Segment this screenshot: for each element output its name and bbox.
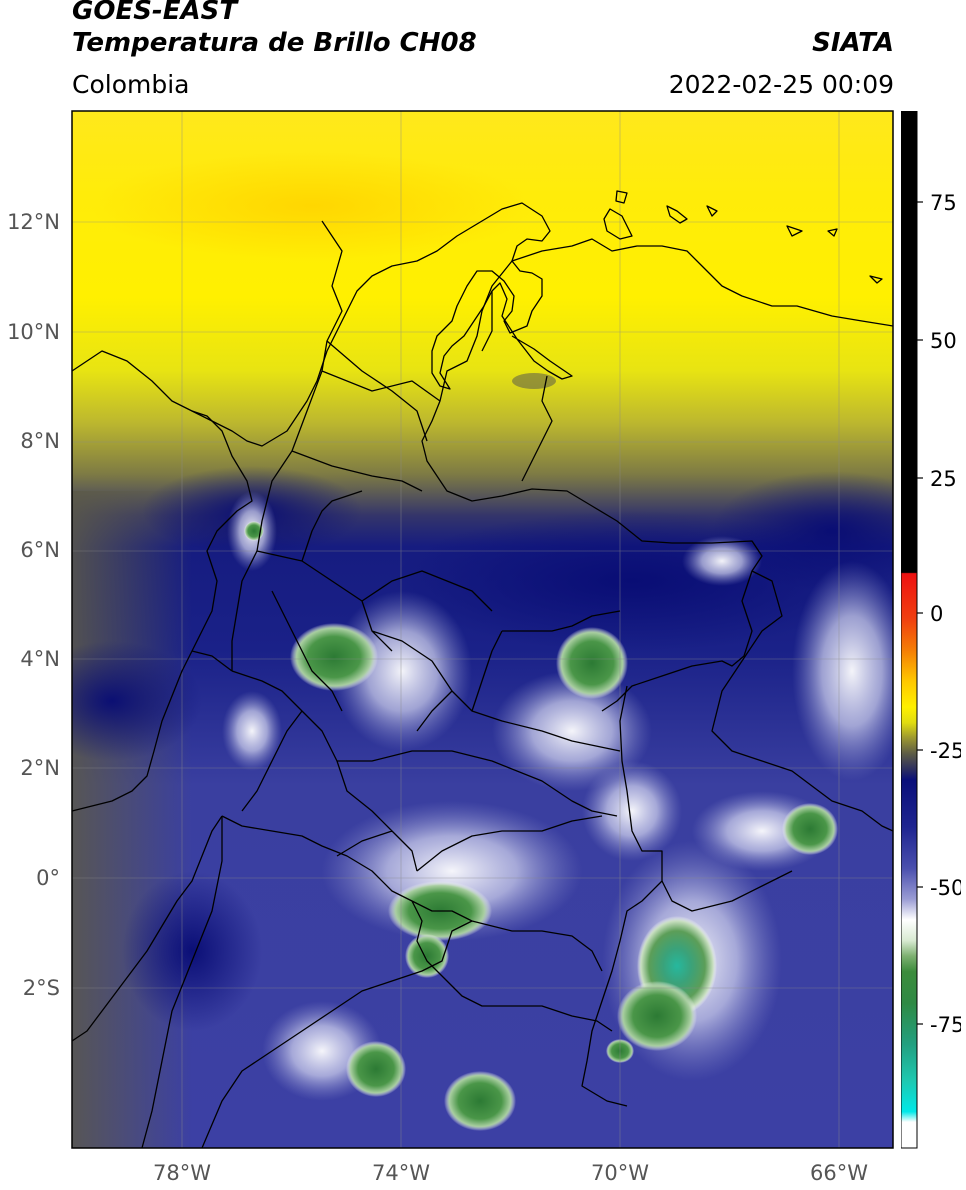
- latitude-labels: 12°N 10°N 8°N 6°N 4°N 2°N 0° 2°S: [7, 210, 60, 1000]
- colorbar-label: 75: [930, 191, 957, 215]
- satellite-map: 12°N 10°N 8°N 6°N 4°N 2°N 0° 2°S 78°W 74…: [7, 110, 894, 1185]
- colorbar-label: -25: [930, 739, 961, 763]
- colorbar-label: 25: [930, 467, 957, 491]
- datetime-label: 2022-02-25 00:09: [668, 70, 894, 99]
- lon-label: 78°W: [153, 1161, 211, 1185]
- colorbar-labels: 75 50 25 0 -25 -50 -75: [930, 191, 961, 1037]
- lat-label: 0°: [36, 866, 60, 890]
- title-satellite: GOES-EAST: [72, 0, 238, 26]
- colorbar-label: -75: [930, 1013, 961, 1037]
- colorbar-scale: [901, 111, 918, 1149]
- lat-label: 10°N: [7, 320, 60, 344]
- graticule: [72, 111, 893, 1148]
- lat-label: 12°N: [7, 210, 60, 234]
- colorbar-label: 50: [930, 329, 957, 353]
- lon-label: 74°W: [372, 1161, 430, 1185]
- region-label: Colombia: [72, 70, 190, 99]
- political-boundaries: [71, 190, 894, 1149]
- lon-label: 70°W: [591, 1161, 649, 1185]
- organization-label: SIATA: [812, 28, 894, 58]
- lat-label: 2°N: [20, 756, 60, 780]
- lat-label: 6°N: [20, 538, 60, 562]
- lat-label: 8°N: [20, 429, 60, 453]
- lat-label: 2°S: [23, 976, 60, 1000]
- lon-label: 66°W: [810, 1161, 868, 1185]
- colorbar-label: -50: [930, 876, 961, 900]
- title-product: Temperatura de Brillo CH08: [72, 28, 477, 58]
- map-frame: [71, 110, 894, 1149]
- colorbar-ticks: [917, 201, 923, 1025]
- lat-label: 4°N: [20, 647, 60, 671]
- colorbar-label: 0: [930, 602, 943, 626]
- colorbar: 75 50 25 0 -25 -50 -75: [901, 111, 961, 1149]
- longitude-labels: 78°W 74°W 70°W 66°W: [153, 1161, 868, 1185]
- brightness-temperature-field: [72, 111, 893, 1148]
